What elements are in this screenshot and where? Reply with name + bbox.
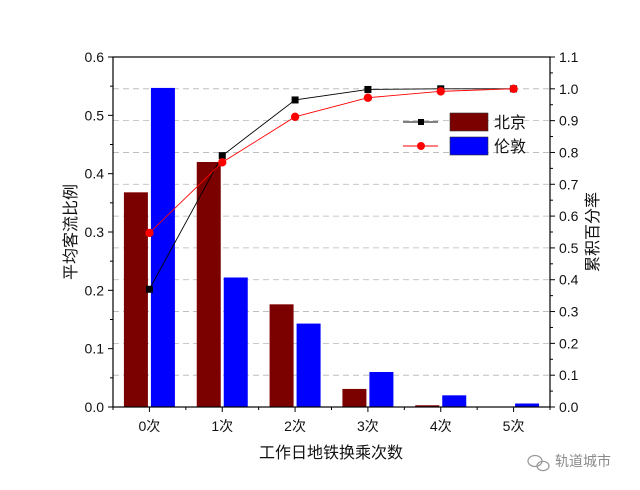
gridlines: [113, 88, 550, 376]
point-london-3: [363, 93, 373, 102]
bars: [123, 87, 540, 408]
line-london: [149, 88, 514, 234]
point-london-5: [509, 84, 518, 94]
line-beijing: [149, 88, 514, 290]
bar-beijing-4: [415, 405, 440, 407]
y-tick-label: 0.5: [85, 107, 105, 123]
y2-tick-label: 0.6: [559, 208, 579, 224]
legend-marker-london: [417, 142, 425, 150]
point-london-1: [218, 158, 227, 167]
cumulative-lines: [145, 84, 518, 293]
bar-london-1: [223, 277, 248, 407]
legend-label-london: 伦敦: [494, 137, 526, 156]
legend-label-beijing: 北京: [494, 113, 526, 132]
y-tick-label: 0.6: [85, 49, 105, 65]
legend-swatch-london: [449, 136, 489, 156]
watermark: 轨道城市: [527, 453, 611, 472]
y2-tick-label: 1.1: [559, 49, 579, 65]
point-beijing-0: [145, 285, 153, 293]
point-beijing-1: [218, 152, 226, 160]
bar-beijing-1: [196, 162, 221, 407]
y-tick-label: 0.1: [85, 341, 105, 357]
legend-marker-beijing: [418, 119, 424, 125]
y-tick-label: 0.4: [85, 166, 105, 182]
x-tick-label: 3次: [357, 418, 379, 434]
bar-beijing-3: [342, 388, 367, 407]
y2-axis-title: 累积百分率: [583, 192, 602, 272]
bar-london-5: [515, 403, 540, 407]
x-tick-label: 5次: [503, 418, 525, 434]
x-tick-label: 2次: [284, 418, 306, 434]
point-london-0: [145, 228, 154, 238]
y2-tick-label: 0.0: [559, 399, 579, 415]
y2-tick-label: 0.8: [559, 144, 579, 160]
watermark-text: 轨道城市: [555, 453, 611, 470]
point-london-4: [436, 87, 445, 96]
plot-frame: [112, 56, 551, 408]
point-beijing-2: [291, 96, 299, 104]
x-axis-title: 工作日地铁换乘次数: [259, 443, 403, 462]
y2-tick-label: 0.5: [559, 240, 579, 256]
x-tick-label: 4次: [430, 418, 452, 434]
x-tick-label: 1次: [211, 418, 233, 434]
bar-london-4: [442, 395, 467, 407]
bar-london-2: [296, 323, 321, 407]
legend-item-london: 伦敦: [403, 136, 526, 156]
legend-item-beijing: 北京: [403, 112, 526, 132]
y2-tick-label: 0.1: [559, 367, 579, 383]
y-tick-label: 0.0: [85, 399, 105, 415]
y-tick-label: 0.2: [85, 282, 105, 298]
y2-tick-label: 0.4: [559, 272, 579, 288]
legend: 北京 伦敦: [403, 112, 526, 156]
y2-tick-label: 0.3: [559, 304, 579, 320]
x-tick-label: 0次: [139, 418, 161, 434]
bar-london-3: [369, 372, 394, 407]
wechat-icon: [527, 454, 550, 472]
legend-swatch-beijing: [449, 112, 489, 132]
bar-london-0: [150, 87, 175, 408]
axes: 0.0 0.1 0.2 0.3 0.4 0.5 0.6 0.0 0.1 0.2 0.3 0.4 0.5 0…: [85, 49, 579, 434]
y2-tick-label: 0.7: [559, 176, 579, 192]
y2-tick-label: 0.9: [559, 113, 579, 129]
point-beijing-3: [364, 85, 372, 93]
bar-beijing-2: [269, 304, 294, 407]
y-tick-label: 0.3: [85, 224, 105, 240]
y-axis-title: 平均客流比例: [61, 184, 80, 280]
point-london-2: [290, 112, 300, 122]
y2-tick-label: 1.0: [559, 81, 579, 97]
bar-beijing-0: [123, 192, 148, 407]
y2-tick-label: 0.2: [559, 335, 579, 351]
